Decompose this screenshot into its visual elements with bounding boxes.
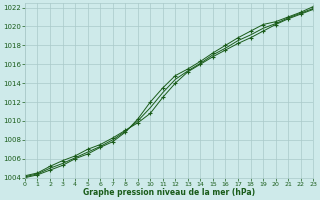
- X-axis label: Graphe pression niveau de la mer (hPa): Graphe pression niveau de la mer (hPa): [83, 188, 255, 197]
